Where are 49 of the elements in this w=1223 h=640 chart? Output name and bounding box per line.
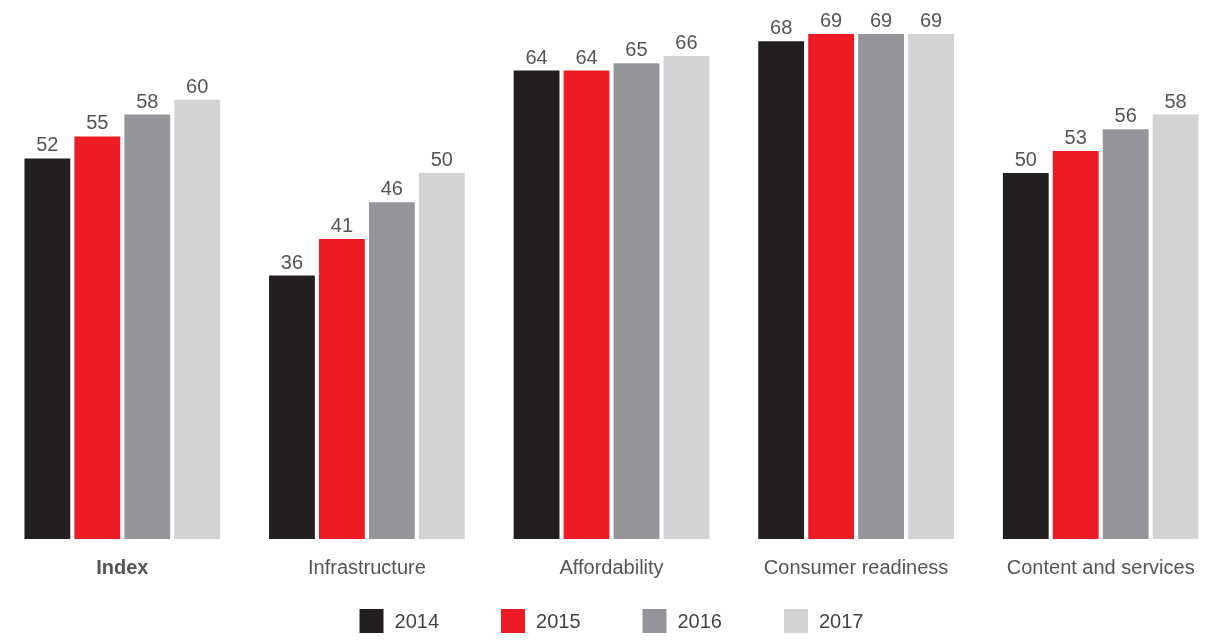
- data-label: 52: [36, 133, 59, 156]
- bar: [269, 275, 315, 539]
- bar: [418, 173, 465, 539]
- bar: [174, 99, 221, 539]
- bar: [563, 70, 610, 539]
- data-label: 50: [430, 148, 453, 171]
- data-label: 46: [380, 177, 403, 200]
- data-label: 41: [330, 213, 354, 236]
- data-label: 69: [869, 9, 893, 31]
- data-label: 53: [1064, 126, 1087, 149]
- x-tick-label: Affordability: [559, 556, 664, 578]
- bar: [1102, 129, 1149, 539]
- bar: [808, 34, 855, 539]
- bar: [1152, 114, 1199, 539]
- legend-label: 2017: [818, 610, 864, 632]
- data-label: 56: [1114, 104, 1137, 127]
- data-label: 58: [136, 89, 159, 112]
- bar: [24, 158, 71, 539]
- data-label: 65: [625, 38, 648, 61]
- data-label: 69: [820, 9, 843, 31]
- bar: [74, 136, 121, 539]
- x-tick-label: Index: [96, 556, 149, 578]
- data-label: 50: [1014, 148, 1037, 171]
- data-label: 64: [525, 45, 548, 68]
- bar: [663, 55, 710, 539]
- data-label: 66: [675, 30, 698, 53]
- bar: [368, 202, 415, 539]
- legend-label: 2015: [536, 610, 581, 632]
- x-tick-label: Infrastructure: [307, 556, 426, 578]
- data-label: 58: [1164, 89, 1187, 112]
- bar: [1002, 173, 1049, 539]
- bar: [1052, 151, 1099, 539]
- x-tick-label: Content and services: [1006, 556, 1195, 578]
- legend-label: 2014: [394, 610, 440, 632]
- data-label: 36: [280, 250, 304, 273]
- bar: [513, 70, 560, 539]
- data-label: 68: [770, 16, 793, 39]
- data-label: 60: [186, 74, 209, 97]
- bar: [858, 34, 904, 539]
- legend-label: 2016: [677, 610, 722, 632]
- x-tick-label: Consumer readiness: [763, 556, 949, 578]
- bar: [319, 238, 365, 539]
- bar: [908, 34, 954, 539]
- data-label: 64: [575, 45, 598, 68]
- bar: [758, 41, 805, 539]
- bar: [613, 63, 660, 539]
- bar: [124, 114, 171, 539]
- data-label: 55: [86, 111, 109, 134]
- data-label: 69: [919, 9, 943, 31]
